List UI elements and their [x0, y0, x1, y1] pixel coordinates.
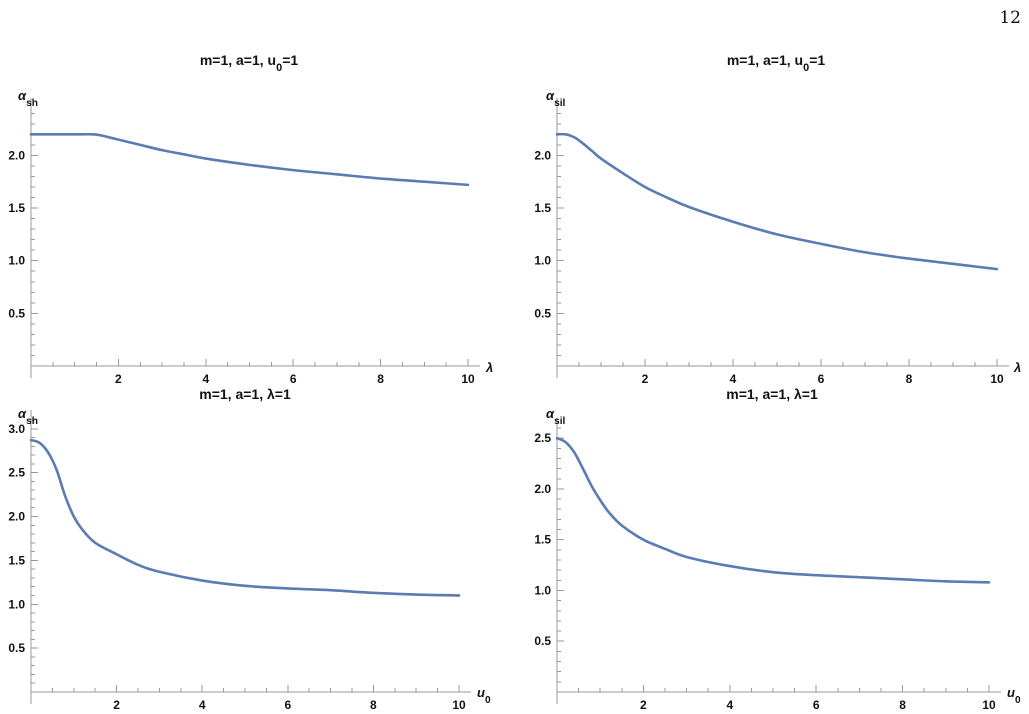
x-axis-label: u0: [1007, 685, 1021, 706]
series-line-1: [555, 436, 991, 584]
y-tick-label: 1.5: [534, 201, 551, 215]
series-line-1: [29, 438, 461, 597]
x-tick-label: 2: [113, 698, 120, 712]
y-tick-label: 0.5: [8, 641, 25, 655]
x-tick-label: 6: [290, 372, 297, 386]
y-tick-label: 2.0: [8, 510, 25, 524]
x-tick-label: 6: [284, 698, 291, 712]
x-tick-label: 4: [726, 698, 733, 712]
y-tick-label: 1.5: [534, 533, 551, 547]
x-axis-label: u0: [477, 685, 491, 706]
y-tick-label: 2.5: [8, 466, 25, 480]
x-tick-label: 8: [899, 698, 906, 712]
y-axis-label: αsh: [18, 88, 38, 109]
x-tick-label: 10: [452, 698, 466, 712]
chart-panel-2: m=1, a=1, u0=1 2 4 6 8 10 0.5 1.0 1.5 2.0 αsil λ: [534, 52, 1021, 386]
y-tick-label: 1.0: [534, 583, 551, 597]
x-tick-label: 10: [461, 372, 475, 386]
x-tick-label: 6: [818, 372, 825, 386]
y-axis-label: αsil: [546, 88, 566, 109]
x-tick-label: 6: [813, 698, 820, 712]
x-tick-label: 4: [199, 698, 206, 712]
y-tick-label: 2.0: [534, 482, 551, 496]
x-tick-label: 2: [115, 372, 122, 386]
y-axis-label: αsh: [18, 406, 38, 427]
x-tick-label: 8: [377, 372, 384, 386]
x-tick-label: 4: [202, 372, 209, 386]
chart-panel-3: m=1, a=1, λ=1 2 4 6 8 10 0.5 1.0 1.5 2.0 2.5 3.0αsh…: [8, 386, 491, 712]
x-tick-label: 10: [990, 372, 1004, 386]
y-tick-label: 2.5: [534, 431, 551, 445]
y-tick-label: 2.0: [8, 148, 25, 162]
y-tick-label: 0.5: [8, 306, 25, 320]
x-tick-label: 2: [640, 698, 647, 712]
chart-title: m=1, a=1, λ=1: [726, 386, 818, 402]
x-tick-label: 10: [982, 698, 996, 712]
y-tick-label: 0.5: [534, 634, 551, 648]
y-tick-label: 1.5: [8, 201, 25, 215]
chart-title: m=1, a=1, u0=1: [200, 52, 299, 74]
page-number: 12: [999, 8, 1021, 28]
y-tick-label: 1.0: [8, 597, 25, 611]
x-tick-label: 2: [642, 372, 649, 386]
y-tick-label: 2.0: [534, 148, 551, 162]
series-line-1: [555, 132, 999, 271]
x-axis-label: λ: [1013, 360, 1021, 375]
y-tick-label: 1.0: [534, 254, 551, 268]
x-tick-label: 8: [370, 698, 377, 712]
chart-panel-4: m=1, a=1, λ=1 2 4 6 8 10 0.5 1.0 1.5 2.0 2.5 αsil u0: [534, 386, 1021, 712]
y-tick-label: 1.5: [8, 553, 25, 567]
series-line-1: [29, 132, 470, 187]
y-tick-label: 1.0: [8, 254, 25, 268]
chart-title: m=1, a=1, λ=1: [199, 386, 291, 402]
y-tick-label: 0.5: [534, 306, 551, 320]
x-tick-label: 8: [906, 372, 913, 386]
chart-title: m=1, a=1, u0=1: [727, 52, 826, 74]
y-axis-label: αsil: [546, 406, 566, 427]
chart-panel-1: m=1, a=1, u0=1 2 4 6 8 10 0.5 1.0 1.5 2.0 αsh λ: [8, 52, 493, 386]
x-tick-label: 4: [730, 372, 737, 386]
y-tick-label: 3.0: [8, 422, 25, 436]
x-axis-label: λ: [485, 360, 493, 375]
